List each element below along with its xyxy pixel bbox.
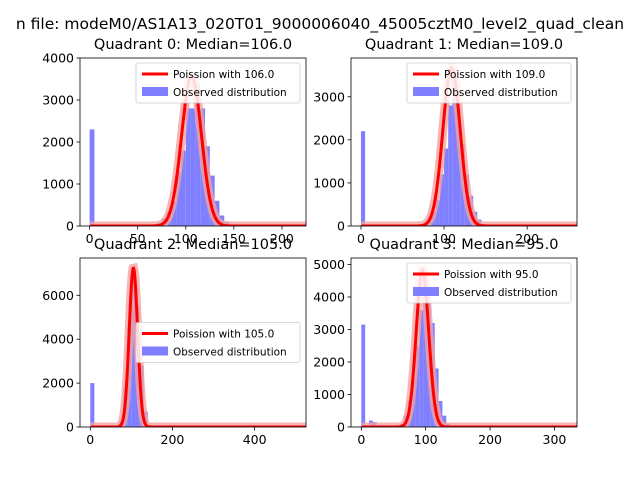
- axes-frame: [350, 57, 578, 227]
- hist-bar: [90, 383, 95, 427]
- plot-area: [90, 262, 306, 427]
- x-tick-label: 200: [515, 231, 539, 246]
- subplot-title: Quadrant 1: Median=109.0: [365, 37, 563, 53]
- legend: Poission with 105.0 Observed distribution: [135, 322, 301, 363]
- hist-bar: [180, 150, 186, 226]
- legend-label: Observed distribution: [444, 87, 558, 99]
- legend-label: Poission with 95.0: [444, 269, 539, 281]
- hist-bar: [456, 109, 461, 226]
- y-tick-label: 1000: [313, 175, 345, 190]
- legend: Poission with 106.0 Observed distribution: [135, 62, 301, 104]
- legend-patch-swatch: [413, 87, 439, 96]
- y-tick-label: 3000: [42, 93, 74, 108]
- poisson-line: [361, 65, 577, 226]
- hist-bar: [439, 174, 445, 226]
- legend-patch-swatch: [142, 346, 168, 356]
- y-tick-label: 4000: [42, 332, 74, 347]
- hist-bar: [419, 310, 424, 427]
- x-tick-label: 400: [243, 432, 267, 447]
- x-tick-label: 50: [130, 231, 146, 246]
- y-tick-label: 6000: [42, 288, 74, 303]
- x-tick-label: 100: [414, 432, 438, 447]
- legend-label: Observed distribution: [444, 287, 558, 299]
- x-tick-label: 100: [432, 231, 456, 246]
- hist-bar: [423, 277, 427, 427]
- hist-bar: [415, 345, 420, 427]
- legend-label: Observed distribution: [173, 347, 287, 359]
- hist-bar: [185, 108, 191, 226]
- y-tick-label: 3000: [313, 322, 345, 337]
- plot-area: [89, 71, 306, 226]
- y-tick-label: 0: [66, 420, 74, 435]
- subplot-title: Quadrant 3: Median=95.0: [370, 237, 559, 253]
- hist-bar: [361, 324, 366, 427]
- y-tick-label: 2000: [42, 135, 74, 150]
- y-tick-label: 0: [337, 219, 345, 234]
- hist-bar: [448, 105, 453, 226]
- legend: Poission with 109.0 Observed distribution: [406, 62, 572, 104]
- x-tick-label: 100: [174, 231, 198, 246]
- y-tick-label: 5000: [313, 257, 345, 272]
- x-tick-label: 150: [222, 231, 246, 246]
- legend-patch-swatch: [413, 287, 439, 296]
- legend-patch-swatch: [142, 87, 168, 96]
- poisson-line: [90, 74, 306, 226]
- y-tick-label: 1000: [42, 177, 74, 192]
- legend-label: Poission with 109.0: [444, 69, 545, 81]
- hist-bar: [176, 171, 181, 226]
- hist-bar: [360, 131, 366, 226]
- y-tick-label: 3000: [313, 89, 345, 104]
- axes-frame: [350, 257, 578, 428]
- hist-bar: [190, 108, 196, 226]
- legend-label: Poission with 106.0: [173, 69, 274, 81]
- hist-bar: [131, 275, 136, 427]
- y-tick-label: 4000: [313, 290, 345, 305]
- subplot-title: Quadrant 2: Median=105.0: [94, 237, 292, 253]
- hist-bar: [442, 415, 447, 427]
- x-tick-label: 200: [478, 432, 502, 447]
- x-tick-label: 0: [357, 231, 365, 246]
- figure-title: n file: modeM0/AS1A13_020T01_9000006040_…: [16, 15, 624, 34]
- x-tick-label: 0: [357, 432, 365, 447]
- hist-bar: [452, 75, 457, 226]
- axes-frame: [79, 257, 307, 428]
- x-tick-label: 0: [86, 432, 94, 447]
- y-tick-label: 4000: [42, 51, 74, 66]
- x-tick-label: 200: [270, 231, 294, 246]
- y-tick-label: 2000: [313, 355, 345, 370]
- x-tick-label: 300: [543, 432, 567, 447]
- hist-bar: [444, 148, 449, 226]
- y-tick-label: 1000: [313, 387, 345, 402]
- hist-bar: [195, 83, 201, 226]
- legend: Poission with 95.0 Observed distribution: [406, 262, 572, 304]
- x-tick-label: 0: [86, 231, 94, 246]
- x-tick-label: 200: [161, 432, 185, 447]
- legend-label: Poission with 105.0: [173, 329, 274, 341]
- poisson-line: [90, 266, 306, 427]
- subplot-title: Quadrant 0: Median=106.0: [94, 37, 292, 53]
- hist-bar: [435, 200, 440, 226]
- legend-label: Observed distribution: [173, 87, 287, 99]
- y-tick-label: 2000: [313, 132, 345, 147]
- hist-bar: [89, 129, 95, 226]
- plot-area: [360, 62, 577, 226]
- y-tick-label: 0: [66, 219, 74, 234]
- y-tick-label: 0: [337, 420, 345, 435]
- subplot-3: 0 100 200 300010002000300040005000Quadrant …: [313, 237, 578, 447]
- y-tick-label: 2000: [42, 376, 74, 391]
